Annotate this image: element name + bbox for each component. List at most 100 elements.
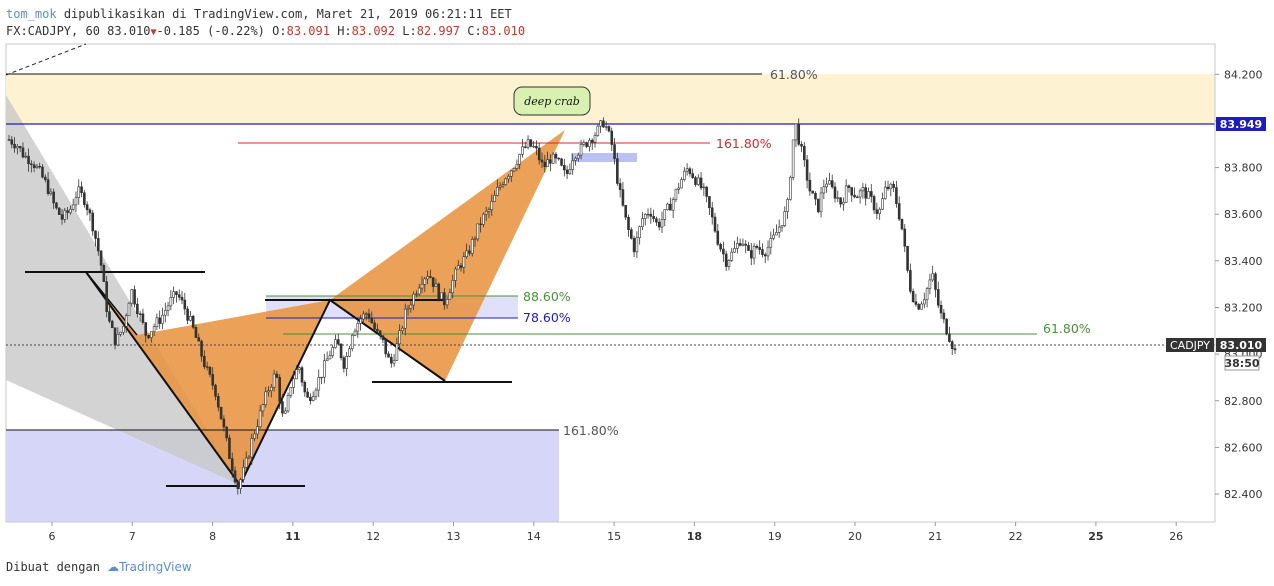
candle-body[interactable] xyxy=(565,169,569,174)
candle-body[interactable] xyxy=(602,120,605,128)
candle-body[interactable] xyxy=(660,219,664,228)
candle-body[interactable] xyxy=(722,248,725,255)
candle-body[interactable] xyxy=(264,391,268,406)
candle-body[interactable] xyxy=(844,185,848,203)
candle-body[interactable] xyxy=(699,177,703,189)
candle-body[interactable] xyxy=(147,335,150,338)
candle-body[interactable] xyxy=(875,209,879,214)
candle-body[interactable] xyxy=(356,323,360,332)
candle-body[interactable] xyxy=(197,337,201,342)
candle-body[interactable] xyxy=(445,298,449,306)
candle-body[interactable] xyxy=(225,426,228,439)
candle-body[interactable] xyxy=(69,208,72,213)
candle-body[interactable] xyxy=(180,296,184,301)
candle-body[interactable] xyxy=(950,341,954,349)
price-axis[interactable]: 84.20084.00083.80083.60083.40083.20083.0… xyxy=(1215,68,1263,501)
candle-body[interactable] xyxy=(710,207,714,218)
candle-body[interactable] xyxy=(537,147,541,161)
candle-body[interactable] xyxy=(945,318,948,335)
candle-body[interactable] xyxy=(376,329,379,332)
candle-body[interactable] xyxy=(459,265,463,268)
candle-body[interactable] xyxy=(130,289,134,304)
candle-body[interactable] xyxy=(392,359,396,364)
candle-body[interactable] xyxy=(618,183,622,190)
candle-body[interactable] xyxy=(10,139,14,145)
candle-body[interactable] xyxy=(752,245,756,259)
time-axis[interactable]: 6 7 8 11 12 13 14 15 18 19 20 21 22 25 26 xyxy=(49,522,1184,543)
candle-body[interactable] xyxy=(638,226,641,238)
candle-body[interactable] xyxy=(493,195,496,202)
candle-body[interactable] xyxy=(800,143,803,147)
candle-body[interactable] xyxy=(669,203,672,211)
candle-body[interactable] xyxy=(529,139,533,147)
candle-body[interactable] xyxy=(903,228,907,247)
candle-body[interactable] xyxy=(102,265,106,282)
candle-body[interactable] xyxy=(161,314,164,324)
candle-body[interactable] xyxy=(666,203,669,210)
candle-body[interactable] xyxy=(761,249,764,255)
candle-body[interactable] xyxy=(719,243,722,250)
candle-body[interactable] xyxy=(777,226,781,233)
candle-body[interactable] xyxy=(336,339,340,345)
candle-body[interactable] xyxy=(895,187,898,204)
candle-body[interactable] xyxy=(306,391,309,398)
candle-body[interactable] xyxy=(939,304,943,314)
candle-body[interactable] xyxy=(917,304,921,310)
candle-body[interactable] xyxy=(856,196,859,199)
candle-body[interactable] xyxy=(412,293,415,306)
candle-body[interactable] xyxy=(55,202,58,209)
candle-body[interactable] xyxy=(554,153,558,159)
candle-body[interactable] xyxy=(278,377,281,402)
candle-body[interactable] xyxy=(451,280,454,294)
candle-body[interactable] xyxy=(456,265,460,270)
candle-body[interactable] xyxy=(417,287,421,295)
candle-body[interactable] xyxy=(688,168,692,174)
candle-body[interactable] xyxy=(869,191,873,197)
candle-body[interactable] xyxy=(923,299,926,305)
candle-body[interactable] xyxy=(437,283,441,300)
candle-body[interactable] xyxy=(136,303,139,315)
candle-body[interactable] xyxy=(281,401,284,414)
candle-body[interactable] xyxy=(833,186,837,199)
candle-body[interactable] xyxy=(546,159,549,167)
candle-body[interactable] xyxy=(289,387,293,396)
candle-body[interactable] xyxy=(794,123,798,141)
candle-body[interactable] xyxy=(741,243,745,246)
candle-body[interactable] xyxy=(175,291,178,295)
candle-body[interactable] xyxy=(219,406,223,420)
candle-body[interactable] xyxy=(867,191,870,199)
candle-body[interactable] xyxy=(222,418,226,428)
candle-body[interactable] xyxy=(362,313,365,320)
candle-body[interactable] xyxy=(791,139,795,178)
candle-body[interactable] xyxy=(108,311,111,322)
candle-body[interactable] xyxy=(897,203,901,220)
candle-body[interactable] xyxy=(830,180,834,188)
candle-body[interactable] xyxy=(523,146,527,148)
candle-body[interactable] xyxy=(909,270,912,292)
candle-body[interactable] xyxy=(468,250,471,254)
candle-body[interactable] xyxy=(738,243,742,246)
candle-body[interactable] xyxy=(41,166,44,178)
candle-body[interactable] xyxy=(783,211,787,226)
candle-body[interactable] xyxy=(141,313,145,323)
candle-body[interactable] xyxy=(80,186,83,194)
candle-body[interactable] xyxy=(588,139,591,147)
candle-body[interactable] xyxy=(96,238,100,252)
candle-body[interactable] xyxy=(766,246,770,257)
candle-body[interactable] xyxy=(429,276,432,278)
candle-body[interactable] xyxy=(479,223,482,225)
candle-body[interactable] xyxy=(512,168,516,172)
candle-body[interactable] xyxy=(557,157,561,160)
candle-body[interactable] xyxy=(401,327,404,331)
candle-body[interactable] xyxy=(674,189,678,200)
candle-body[interactable] xyxy=(448,292,452,300)
candle-body[interactable] xyxy=(878,208,881,214)
candle-body[interactable] xyxy=(702,186,706,189)
tradingview-brand[interactable]: TradingView xyxy=(119,560,192,574)
candle-body[interactable] xyxy=(828,180,831,185)
candle-body[interactable] xyxy=(228,437,231,459)
candle-body[interactable] xyxy=(339,343,343,359)
candle-body[interactable] xyxy=(32,164,36,168)
candle-body[interactable] xyxy=(621,189,625,206)
